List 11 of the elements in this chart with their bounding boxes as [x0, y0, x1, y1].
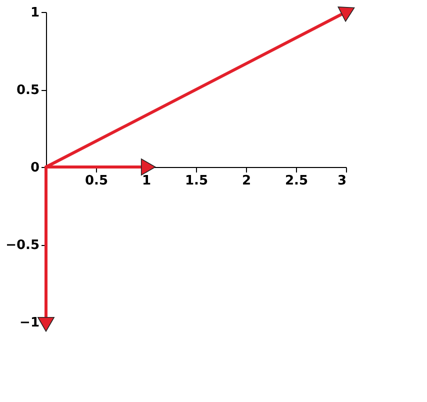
x-tick-label: 2 [242, 174, 252, 188]
y-tick-label: 0 [30, 160, 40, 176]
x-tick-label: 1.5 [184, 174, 208, 188]
y-tick-label: 0.5 [16, 83, 40, 98]
x-tick-label: 0.5 [84, 174, 108, 188]
x-tick-label: 2.5 [284, 174, 308, 188]
x-tick-label: 3 [337, 174, 346, 188]
y-tick-label: 1 [30, 6, 40, 20]
y-tick-label: −1 [20, 316, 40, 330]
x-tick-label: 1 [142, 174, 152, 188]
y-tick-label: −0.5 [6, 238, 40, 253]
